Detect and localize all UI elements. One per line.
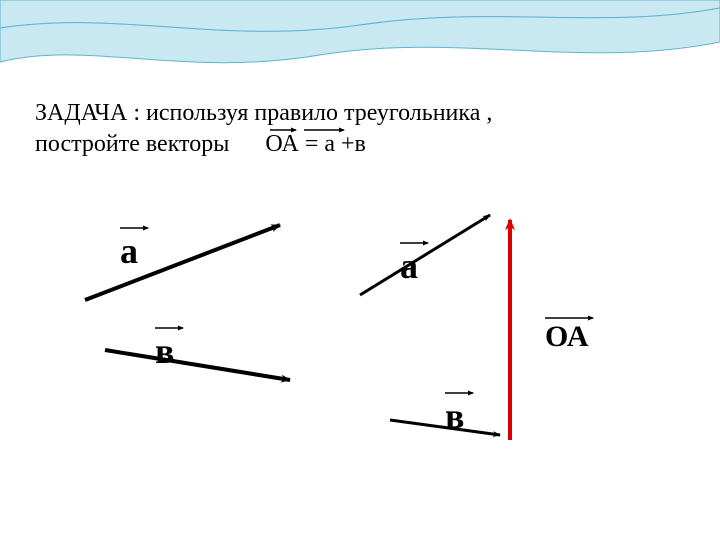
label-b-right: в [445, 395, 464, 437]
label-a-left: а [120, 230, 138, 272]
label-over-arrows [120, 130, 593, 393]
label-b-left: в [155, 330, 174, 372]
vector-a-right [360, 215, 490, 295]
vector-a-left [85, 225, 280, 300]
label-a-right: а [400, 245, 418, 287]
vector-b-left [105, 350, 290, 380]
label-oa: ОА [545, 320, 589, 354]
vector-diagram [0, 0, 720, 540]
